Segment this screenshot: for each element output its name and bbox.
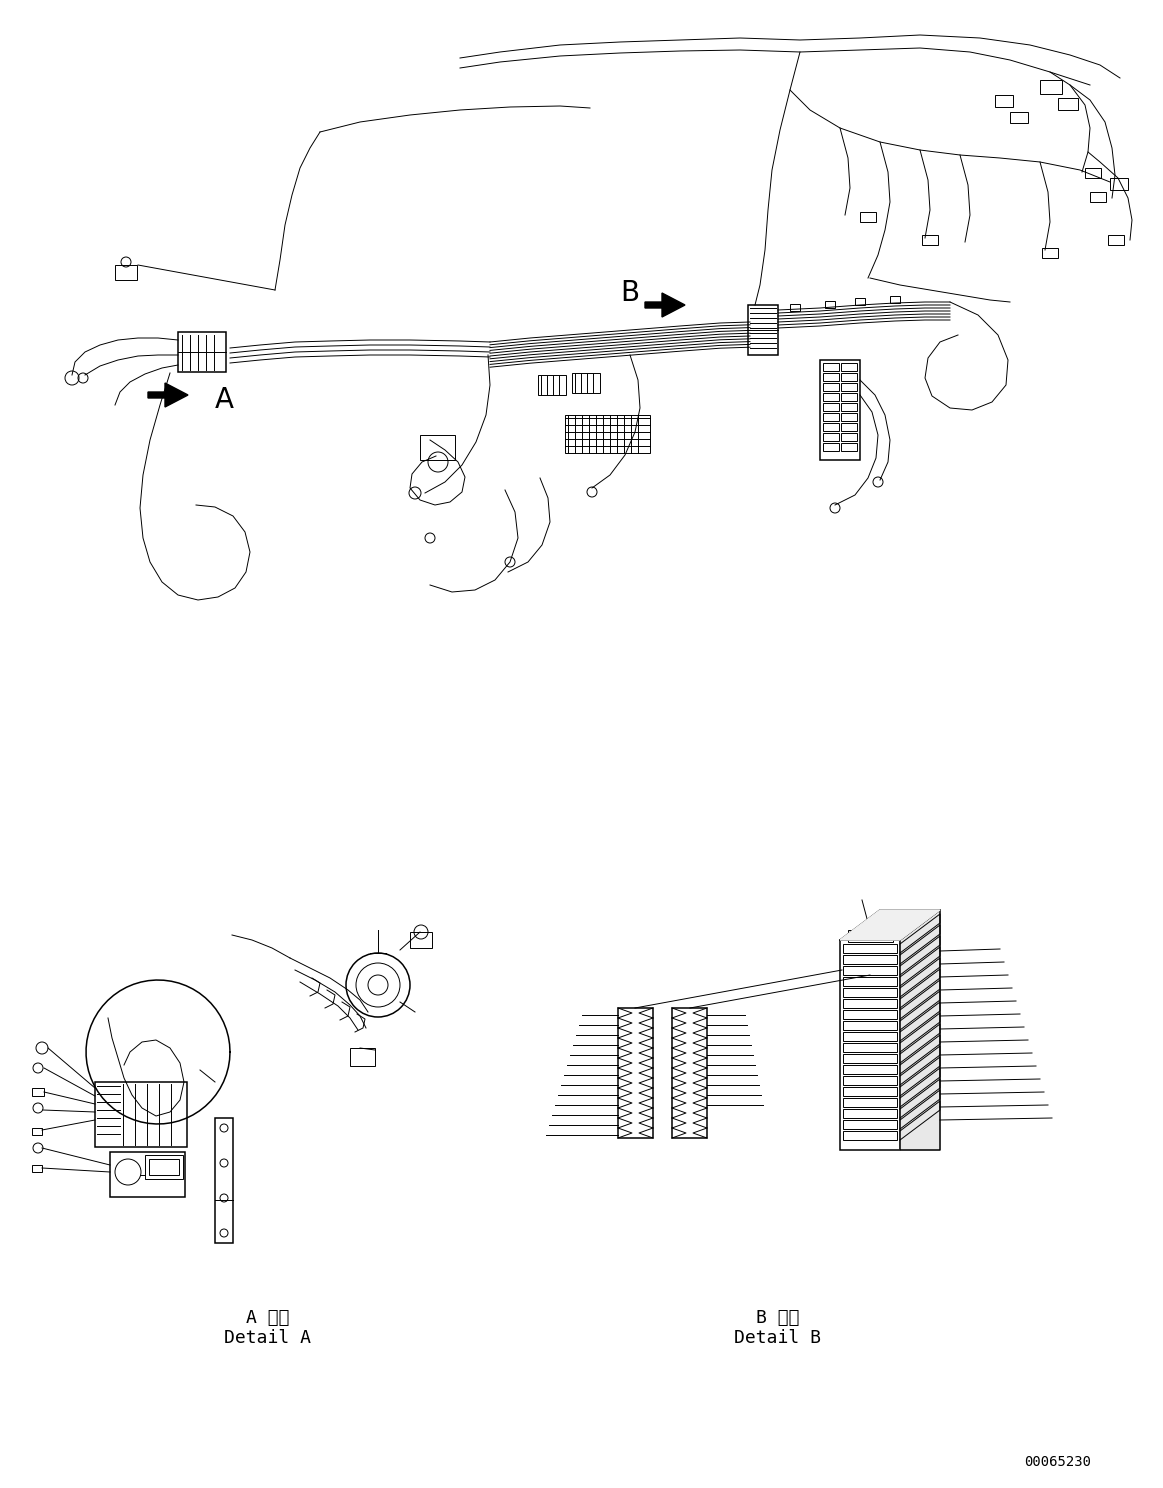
Bar xyxy=(823,393,839,400)
Bar xyxy=(841,382,857,391)
Bar xyxy=(843,966,897,975)
Bar xyxy=(538,375,566,394)
Bar xyxy=(890,296,900,304)
Text: B 詳細: B 詳細 xyxy=(756,1309,800,1327)
Bar xyxy=(1085,168,1101,179)
Bar xyxy=(843,1109,897,1117)
Circle shape xyxy=(347,952,411,1016)
Bar xyxy=(843,1131,897,1140)
Bar xyxy=(855,298,865,305)
Bar xyxy=(848,930,893,942)
Bar xyxy=(841,403,857,411)
Bar xyxy=(618,1007,652,1138)
Bar xyxy=(1009,112,1028,124)
Bar xyxy=(411,931,431,948)
Bar xyxy=(825,301,835,308)
Bar xyxy=(843,988,897,997)
Bar xyxy=(823,423,839,432)
Bar xyxy=(823,373,839,381)
Bar xyxy=(178,332,226,372)
Bar xyxy=(841,433,857,440)
Bar xyxy=(149,1159,179,1176)
Text: A 詳細: A 詳細 xyxy=(247,1309,290,1327)
Bar xyxy=(922,235,939,246)
Bar xyxy=(841,423,857,432)
Bar xyxy=(1042,248,1058,257)
Bar xyxy=(572,373,600,393)
Bar xyxy=(33,1128,42,1135)
Bar xyxy=(843,1021,897,1030)
Polygon shape xyxy=(148,382,188,408)
Bar xyxy=(841,443,857,451)
Polygon shape xyxy=(645,293,685,317)
Bar xyxy=(843,1076,897,1085)
Bar xyxy=(350,1048,374,1065)
Polygon shape xyxy=(900,911,940,1150)
Polygon shape xyxy=(840,911,940,940)
Bar xyxy=(823,382,839,391)
Bar xyxy=(843,1043,897,1052)
Bar xyxy=(790,304,800,311)
Bar xyxy=(823,433,839,440)
Bar xyxy=(841,363,857,371)
Bar xyxy=(672,1007,707,1138)
Bar xyxy=(1090,192,1106,202)
Bar xyxy=(843,955,897,964)
Bar xyxy=(841,373,857,381)
Bar xyxy=(841,414,857,421)
Bar xyxy=(859,211,876,222)
Bar xyxy=(843,1088,897,1097)
Bar xyxy=(843,978,897,987)
Bar xyxy=(215,1117,233,1242)
Bar xyxy=(1108,235,1123,246)
Bar xyxy=(1058,98,1078,110)
Text: B: B xyxy=(620,280,640,307)
Bar xyxy=(33,1165,42,1173)
Circle shape xyxy=(115,1159,141,1184)
Bar xyxy=(843,998,897,1007)
Text: 00065230: 00065230 xyxy=(1025,1455,1092,1469)
Text: Detail A: Detail A xyxy=(224,1329,312,1347)
Bar xyxy=(823,403,839,411)
Bar xyxy=(33,1088,44,1097)
Bar xyxy=(843,1010,897,1019)
Bar xyxy=(823,443,839,451)
Text: A: A xyxy=(215,385,234,414)
Bar xyxy=(841,393,857,400)
Bar xyxy=(1110,179,1128,190)
Bar xyxy=(843,1098,897,1107)
Bar xyxy=(840,940,900,1150)
Bar xyxy=(823,363,839,371)
Bar xyxy=(843,1120,897,1129)
Bar xyxy=(748,305,778,356)
Bar xyxy=(843,1054,897,1062)
Bar xyxy=(820,360,859,460)
Bar xyxy=(823,414,839,421)
Bar xyxy=(115,265,137,280)
Bar xyxy=(565,415,650,452)
Bar xyxy=(95,1082,187,1147)
Bar xyxy=(1040,80,1062,94)
Bar xyxy=(110,1152,185,1196)
Bar xyxy=(420,434,455,460)
Circle shape xyxy=(899,920,916,937)
Bar xyxy=(996,95,1013,107)
Bar xyxy=(843,1065,897,1074)
Bar xyxy=(145,1155,183,1178)
Bar xyxy=(843,943,897,952)
Text: Detail B: Detail B xyxy=(735,1329,821,1347)
Bar xyxy=(843,1033,897,1042)
